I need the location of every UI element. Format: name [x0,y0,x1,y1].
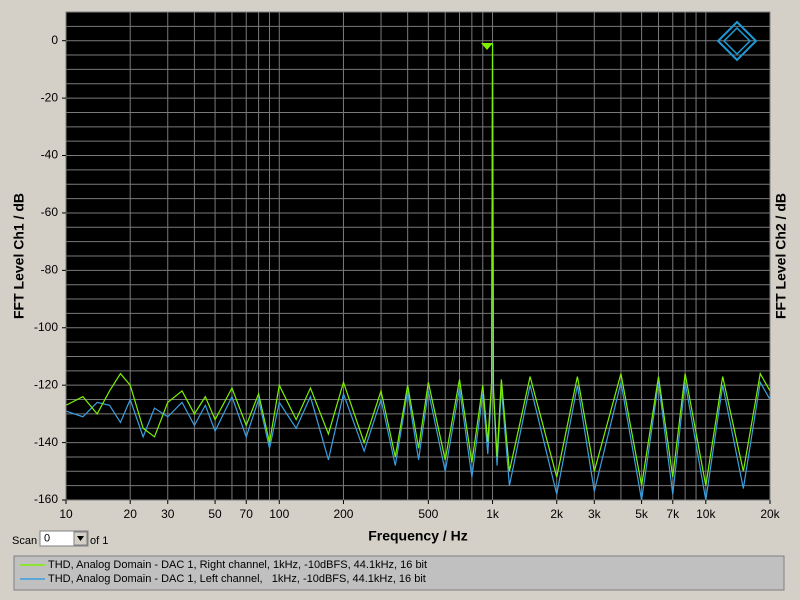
x-tick-label: 2k [550,507,564,521]
logo-diamond-inner [722,26,752,56]
y-tick-label: -100 [34,320,58,334]
x-tick-label: 70 [240,507,254,521]
y2-axis-title: FFT Level Ch2 / dB [773,193,789,319]
y-tick-label: -20 [41,90,59,104]
x-tick-label: 5k [635,507,649,521]
y-tick-label: 0 [51,33,58,47]
legend-label: THD, Analog Domain - DAC 1, Right channe… [48,559,427,571]
scan-of: of 1 [90,535,108,547]
y-tick-label: -160 [34,492,58,506]
logo-diamond [716,20,758,62]
scan-dropdown-arrow [77,536,84,541]
series-line [65,43,771,501]
x-tick-label: 50 [208,507,222,521]
plot-frame [65,11,771,501]
scan-label: Scan [12,535,37,547]
x-tick-label: 20k [760,507,780,521]
x-tick-label: 1k [486,507,500,521]
y-tick-label: -120 [34,377,58,391]
x-tick-label: 7k [666,507,680,521]
y-tick-label: -60 [41,205,59,219]
x-tick-label: 10k [696,507,716,521]
legend-entries: THD, Analog Domain - DAC 1, Right channe… [20,559,427,585]
legend [13,555,785,591]
series-line [65,43,771,486]
logo [716,20,758,62]
grid [65,12,771,501]
x-tick-label: 10 [59,507,73,521]
x-tick-label: 100 [269,507,289,521]
x-tick-label: 500 [418,507,438,521]
y-tick-label: -80 [41,263,59,277]
y-tick-label: -40 [41,148,59,162]
peak-marker [481,43,493,50]
x-tick-label: 3k [588,507,602,521]
lines [65,43,771,501]
x-tick-label: 30 [161,507,175,521]
legend-label: THD, Analog Domain - DAC 1, Left channel… [48,573,426,585]
y-tick-label: -140 [34,435,58,449]
scan-value: 0 [44,532,50,544]
y-axis-title: FFT Level Ch1 / dB [11,193,27,319]
x-tick-label: 20 [124,507,138,521]
x-tick-label: 200 [333,507,353,521]
x-axis-title: Frequency / Hz [368,528,468,544]
